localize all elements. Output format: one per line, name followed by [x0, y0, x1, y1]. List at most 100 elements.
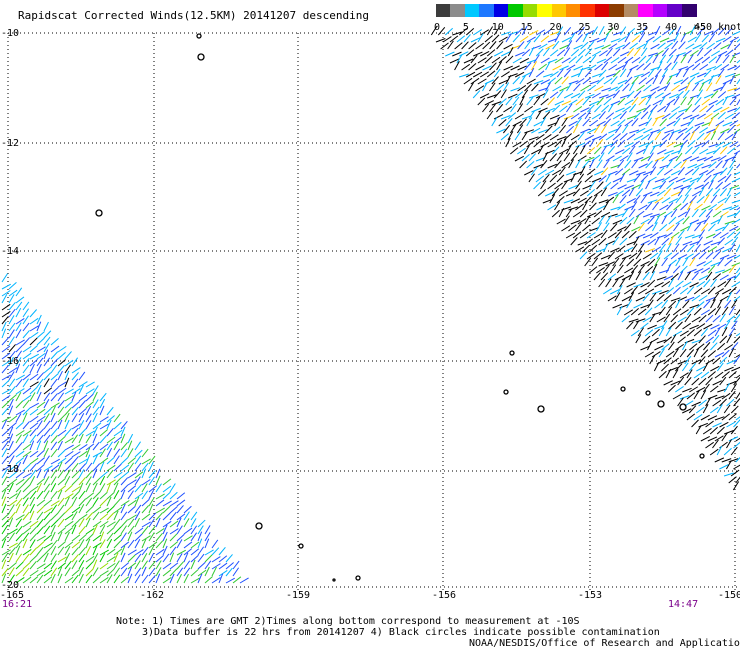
wind-barb	[542, 198, 553, 204]
wind-barb	[106, 479, 116, 486]
wind-barb	[512, 34, 521, 43]
wind-barb	[22, 454, 28, 465]
wind-barb	[642, 212, 653, 218]
wind-barb	[673, 142, 684, 148]
wind-barb	[724, 220, 735, 225]
wind-barb	[204, 566, 210, 577]
wind-barb	[57, 345, 67, 353]
wind-barb	[1, 573, 7, 584]
wind-barb	[596, 138, 604, 148]
wind-barb	[633, 90, 642, 99]
wind-barb	[162, 524, 168, 535]
wind-barb	[505, 33, 512, 43]
wind-barb	[719, 211, 729, 218]
wind-barb	[22, 443, 32, 451]
wind-barb	[640, 111, 649, 120]
wind-barb	[733, 191, 740, 197]
wind-barb	[645, 288, 655, 295]
wind-barb	[169, 533, 178, 542]
wind-barb	[36, 372, 45, 381]
wind-barb	[15, 392, 22, 402]
wind-barb	[691, 316, 701, 323]
wind-barb	[699, 148, 709, 155]
wind-barb	[710, 219, 720, 225]
wind-barb	[225, 554, 233, 563]
legend-label: 20	[549, 22, 562, 33]
wind-barb	[106, 532, 114, 542]
wind-barb	[1, 469, 8, 479]
wind-barb	[633, 135, 644, 141]
wind-barb	[127, 549, 137, 556]
wind-barb	[661, 343, 670, 351]
wind-barb	[148, 567, 156, 577]
wind-barb	[491, 76, 499, 85]
wind-barb	[36, 428, 45, 437]
wind-barb	[693, 371, 703, 379]
wind-barb	[712, 146, 721, 155]
wind-barb	[162, 538, 168, 549]
wind-barb	[64, 456, 73, 465]
wind-barb	[723, 383, 730, 393]
wind-barb	[113, 506, 123, 514]
wind-barb	[524, 83, 532, 92]
wind-barb	[600, 167, 609, 176]
wind-barb	[57, 365, 65, 374]
wind-barb	[724, 194, 731, 204]
wind-barb	[50, 531, 56, 542]
wind-barb	[50, 345, 60, 353]
wind-barb	[559, 65, 569, 71]
wind-barb	[85, 512, 94, 521]
wind-barb	[622, 83, 630, 92]
wind-barb	[596, 97, 604, 106]
wind-barb	[127, 562, 137, 570]
wind-barb	[691, 401, 701, 407]
wind-barb	[15, 518, 23, 528]
wind-barb	[715, 120, 725, 127]
wind-barb	[619, 237, 628, 246]
wind-barb	[614, 275, 625, 281]
wind-barb	[724, 27, 733, 36]
wind-barb	[731, 299, 738, 309]
wind-barb	[733, 295, 740, 302]
wind-barb	[78, 503, 85, 514]
wind-barb	[92, 553, 99, 563]
wind-barb	[141, 525, 149, 535]
wind-barb	[685, 43, 695, 50]
wind-barb	[699, 127, 709, 134]
wind-barb	[106, 496, 112, 507]
wind-barb	[211, 556, 221, 563]
wind-barb	[15, 533, 24, 542]
wind-barb	[22, 412, 28, 423]
wind-barb	[22, 472, 32, 479]
wind-barb	[726, 421, 736, 428]
wind-barb	[162, 520, 172, 528]
wind-barb	[558, 190, 568, 197]
wind-barb	[670, 208, 678, 218]
wind-barb	[15, 434, 22, 444]
wind-barb	[36, 563, 46, 570]
wind-barb	[127, 573, 133, 584]
wind-barb	[183, 511, 190, 521]
wind-barb	[658, 327, 665, 337]
wind-barb	[92, 468, 98, 479]
wind-barb	[694, 222, 702, 232]
wind-barb	[92, 451, 103, 458]
wind-barb	[71, 477, 80, 486]
wind-barb	[36, 499, 46, 507]
wind-barb	[728, 390, 736, 400]
wind-barb	[640, 304, 651, 309]
wind-barb	[607, 213, 618, 218]
wind-barb	[666, 181, 675, 190]
wind-barb	[663, 210, 673, 218]
wind-barb	[57, 556, 67, 563]
wind-barb	[663, 275, 674, 281]
wind-barb	[730, 405, 739, 414]
wind-barb	[684, 146, 693, 155]
wind-barb	[463, 34, 471, 43]
wind-barb	[717, 298, 723, 309]
wind-barb	[726, 275, 737, 281]
wind-barb	[704, 30, 714, 36]
wind-barb	[120, 500, 130, 507]
wind-barb	[43, 343, 50, 353]
wind-barb	[591, 177, 602, 183]
